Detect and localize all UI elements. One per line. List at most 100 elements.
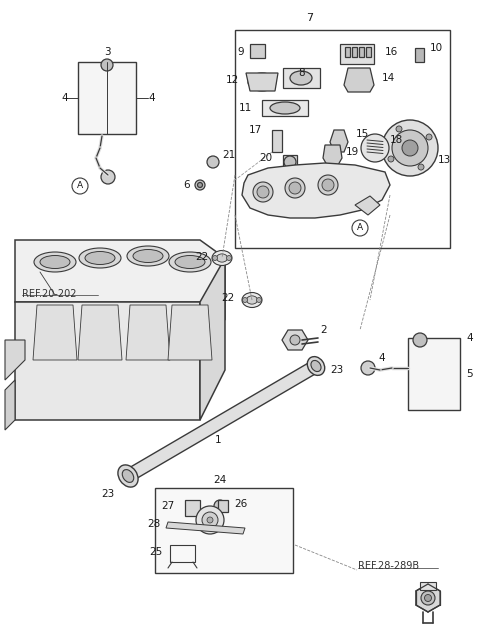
Ellipse shape [79,248,121,268]
Polygon shape [420,582,436,590]
Text: 22: 22 [195,252,208,262]
Text: 7: 7 [306,13,313,23]
Bar [359,47,364,57]
Circle shape [424,595,432,602]
Text: 16: 16 [385,47,398,57]
Polygon shape [282,330,308,350]
Circle shape [290,335,300,345]
Circle shape [361,134,389,162]
Circle shape [207,156,219,168]
Polygon shape [218,500,228,512]
Text: 24: 24 [214,475,227,485]
Text: 19: 19 [346,147,359,157]
Text: 25: 25 [149,547,162,557]
Bar [272,130,282,152]
Circle shape [195,180,205,190]
Text: 3: 3 [104,47,110,57]
Circle shape [227,255,231,260]
Bar [366,47,371,57]
Bar [345,47,350,57]
Text: 27: 27 [162,501,175,511]
Circle shape [207,517,213,523]
Circle shape [213,255,217,260]
Bar [352,47,357,57]
Polygon shape [323,145,342,165]
Ellipse shape [34,252,76,272]
Polygon shape [126,305,170,360]
Ellipse shape [122,470,134,482]
Ellipse shape [169,252,211,272]
Polygon shape [283,68,320,88]
Ellipse shape [311,360,321,372]
Circle shape [214,500,226,512]
Polygon shape [415,48,424,62]
Ellipse shape [247,296,257,304]
Ellipse shape [307,356,324,375]
Circle shape [426,134,432,140]
Circle shape [289,182,301,194]
Circle shape [382,120,438,176]
Circle shape [253,182,273,202]
Ellipse shape [40,255,70,269]
Polygon shape [168,305,212,360]
Polygon shape [250,44,265,58]
Polygon shape [246,73,278,91]
Polygon shape [355,196,380,215]
Circle shape [257,186,269,198]
Text: 9: 9 [238,47,244,57]
Circle shape [413,333,427,347]
Bar [340,44,374,64]
Text: 4: 4 [466,333,473,343]
Ellipse shape [212,250,232,265]
Polygon shape [200,258,225,420]
Text: 5: 5 [466,369,473,379]
Polygon shape [33,305,77,360]
Ellipse shape [242,293,262,308]
Circle shape [421,591,435,605]
Text: 26: 26 [234,499,247,509]
Polygon shape [242,163,390,218]
Ellipse shape [127,246,169,266]
Circle shape [202,512,218,528]
Text: 23: 23 [101,489,115,499]
Text: 4: 4 [148,93,155,103]
Polygon shape [15,240,225,320]
Circle shape [242,298,248,303]
Text: 11: 11 [239,103,252,113]
Text: 14: 14 [382,73,395,83]
Circle shape [388,156,394,162]
Ellipse shape [175,255,205,269]
Text: 28: 28 [147,519,160,529]
Circle shape [284,156,296,168]
Ellipse shape [133,250,163,262]
Text: 20: 20 [259,153,272,163]
Ellipse shape [270,102,300,114]
Text: 2: 2 [320,325,326,335]
Circle shape [322,179,334,191]
Text: 4: 4 [61,93,68,103]
Text: 1: 1 [215,435,221,445]
Circle shape [196,506,224,534]
Circle shape [361,361,375,375]
Circle shape [396,126,402,132]
Bar [408,338,460,410]
Ellipse shape [118,465,138,487]
Text: 4: 4 [379,353,385,363]
Text: 23: 23 [330,365,343,375]
Circle shape [392,130,428,166]
Circle shape [285,178,305,198]
Circle shape [402,140,418,156]
Polygon shape [5,380,15,430]
Polygon shape [5,340,25,380]
Text: 8: 8 [298,68,305,78]
Text: REF.28-289B: REF.28-289B [358,561,419,571]
Polygon shape [344,68,374,92]
Polygon shape [262,100,308,116]
Polygon shape [185,500,200,516]
Polygon shape [122,362,322,480]
Circle shape [101,59,113,71]
Ellipse shape [290,71,312,85]
Ellipse shape [85,252,115,265]
Text: 13: 13 [438,155,451,165]
Circle shape [256,298,262,303]
